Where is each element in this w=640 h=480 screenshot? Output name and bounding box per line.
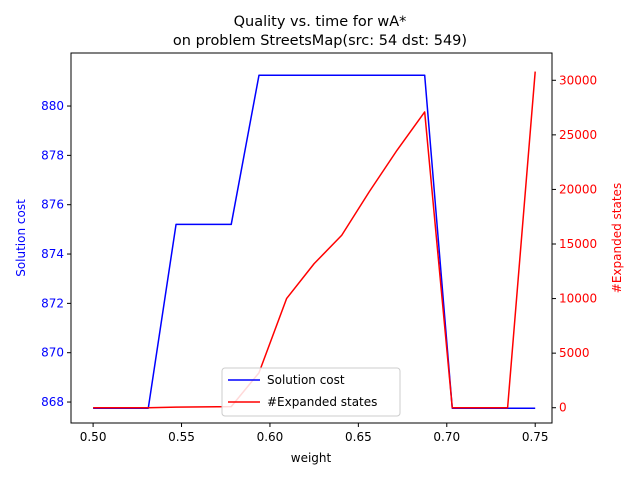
left-tick-label: 878 [41,148,64,162]
series-line-expanded-states [93,71,536,409]
x-tick-label: 0.65 [345,430,372,444]
plot-lines [93,71,536,409]
left-tick-label: 872 [41,296,64,310]
legend-box [221,367,401,417]
x-tick-label: 0.60 [257,430,284,444]
legend: Solution cost #Expanded states [221,367,401,417]
right-tick-label: 0 [559,401,567,415]
left-axis-label: Solution cost [14,199,28,277]
right-axis-label: #Expanded states [610,183,624,293]
right-tick-label: 5000 [559,346,590,360]
right-tick-label: 30000 [559,73,597,87]
left-tick-label: 870 [41,346,64,360]
x-axis-label: weight [291,451,332,465]
chart-title-line1: Quality vs. time for wA* [234,14,407,30]
right-tick-label: 25000 [559,128,597,142]
right-axis-ticks: 0 5000 10000 15000 20000 25000 30000 [552,73,597,415]
legend-label-expanded-states: #Expanded states [267,395,377,409]
x-axis-ticks: 0.50 0.55 0.60 0.65 0.70 0.75 [80,423,549,444]
right-tick-label: 20000 [559,182,597,196]
left-tick-label: 868 [41,395,64,409]
x-tick-label: 0.55 [168,430,195,444]
left-axis-ticks: 868 870 872 874 876 878 880 [41,99,71,409]
left-tick-label: 874 [41,247,64,261]
plot-frame [70,52,553,424]
series-line-solution-cost [93,74,536,409]
left-tick-label: 876 [41,198,64,212]
right-tick-label: 15000 [559,237,597,251]
right-tick-label: 10000 [559,292,597,306]
x-tick-label: 0.75 [522,430,549,444]
legend-label-solution-cost: Solution cost [267,373,345,387]
x-tick-label: 0.50 [80,430,107,444]
chart-title-line2: on problem StreetsMap(src: 54 dst: 549) [173,33,467,49]
left-tick-label: 880 [41,99,64,113]
x-tick-label: 0.70 [433,430,460,444]
